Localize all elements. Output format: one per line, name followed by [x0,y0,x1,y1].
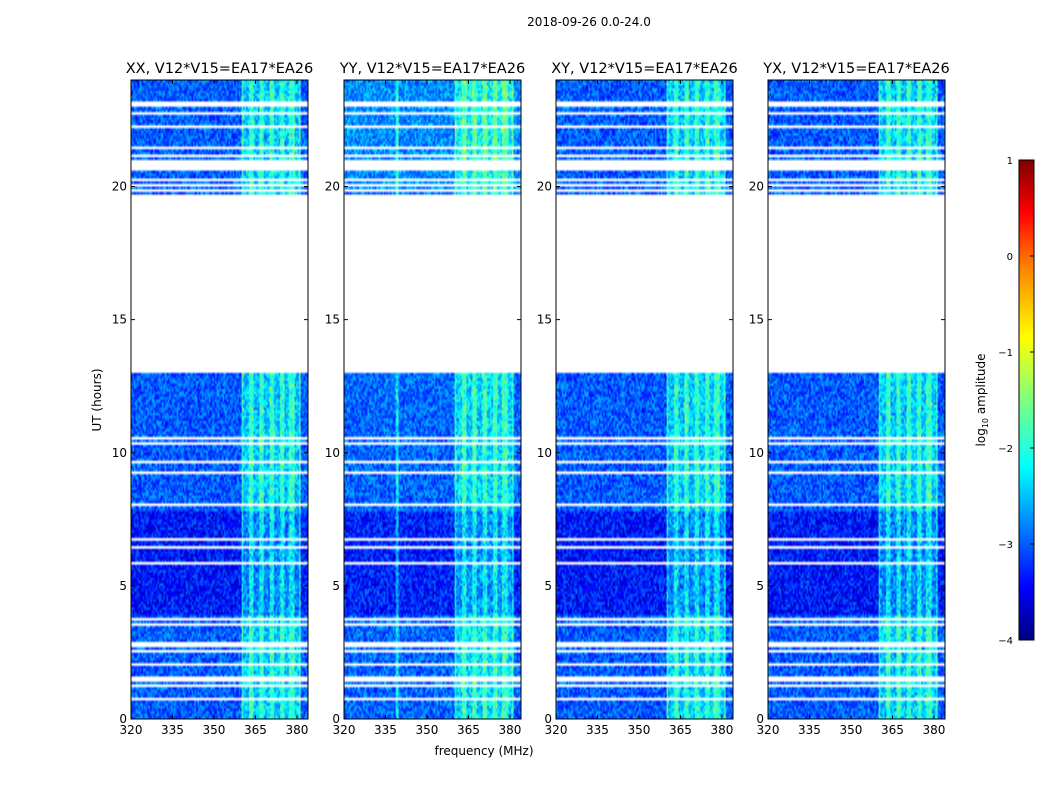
y-tick-label: 0 [756,712,764,726]
panel-frame [130,79,309,720]
panels: XX, V12*V15=EA17*EA26 320 335 350 365 380 0 5 10… [112,61,950,737]
y-tick-label: 10 [749,446,764,460]
x-tick-label: 350 [628,723,651,737]
colorbar-tick-label: −4 [998,636,1013,647]
colorbar-label: log10 amplitude [974,354,990,447]
x-tick-label: 350 [203,723,226,737]
x-tick-label: 350 [840,723,863,737]
x-axis-label: frequency (MHz) [434,744,533,758]
figure-suptitle: 2018-09-26 0.0-24.0 [527,15,651,29]
heatmap-panel-4 [768,80,945,719]
y-axis-label: UT (hours) [90,368,104,431]
y-tick-label: 20 [325,180,340,194]
x-tick-label: 335 [586,723,609,737]
x-tick-label: 320 [545,723,568,737]
x-tick-label: 335 [374,723,397,737]
colorbar-tick-label: 0 [1007,252,1013,263]
y-tick-label: 20 [749,180,764,194]
y-tick-label: 0 [119,712,127,726]
y-tick-label: 15 [112,313,127,327]
colorbar-tick-label: −3 [998,540,1013,551]
x-tick-label: 380 [285,723,308,737]
panel-4: YX, V12*V15=EA17*EA26 320 335 350 365 380 0 5 10… [749,61,950,737]
panel-title: XY, V12*V15=EA17*EA26 [551,61,737,77]
colorbar-gradient [1018,159,1035,641]
y-tick-label: 5 [119,579,127,593]
x-tick-label: 365 [881,723,904,737]
heatmap-panel-1 [131,80,308,719]
panel-title: YY, V12*V15=EA17*EA26 [339,61,525,77]
panel-frame [343,79,522,720]
x-tick-label: 365 [244,723,267,737]
y-tick-label: 20 [112,180,127,194]
y-tick-label: 5 [544,579,552,593]
y-tick-label: 0 [544,712,552,726]
y-tick-label: 5 [332,579,340,593]
y-tick-label: 10 [112,446,127,460]
colorbar-tick-label: −2 [998,444,1013,455]
x-tick-label: 320 [757,723,780,737]
x-tick-label: 365 [457,723,480,737]
x-tick-label: 365 [669,723,692,737]
heatmap-panel-3 [556,80,733,719]
panel-1: XX, V12*V15=EA17*EA26 320 335 350 365 380 0 5 10… [112,61,314,737]
panel-frame [767,79,946,720]
y-tick-label: 5 [756,579,764,593]
x-tick-label: 380 [498,723,521,737]
x-tick-label: 335 [161,723,184,737]
panel-2: YY, V12*V15=EA17*EA26 320 335 350 365 380 0 5 10… [325,61,525,737]
x-tick-label: 380 [710,723,733,737]
colorbar-tick-label: −1 [998,348,1013,359]
x-tick-label: 380 [922,723,945,737]
y-tick-label: 10 [325,446,340,460]
x-tick-label: 320 [120,723,143,737]
panel-title: XX, V12*V15=EA17*EA26 [126,61,314,77]
x-tick-label: 320 [333,723,356,737]
panel-title: YX, V12*V15=EA17*EA26 [762,61,949,77]
y-tick-label: 15 [325,313,340,327]
y-tick-label: 15 [749,313,764,327]
y-tick-label: 20 [537,180,552,194]
colorbar: log10 amplitude 1 0 −1 −2 −3 −4 [974,156,1035,647]
y-tick-label: 0 [332,712,340,726]
panel-3: XY, V12*V15=EA17*EA26 320 335 350 365 380 0 5 10… [537,61,738,737]
panel-frame [555,79,734,720]
y-tick-label: 15 [537,313,552,327]
x-tick-label: 335 [798,723,821,737]
x-tick-label: 350 [416,723,439,737]
y-tick-label: 10 [537,446,552,460]
colorbar-tick-label: 1 [1007,156,1013,167]
heatmap-panel-2 [344,80,521,719]
